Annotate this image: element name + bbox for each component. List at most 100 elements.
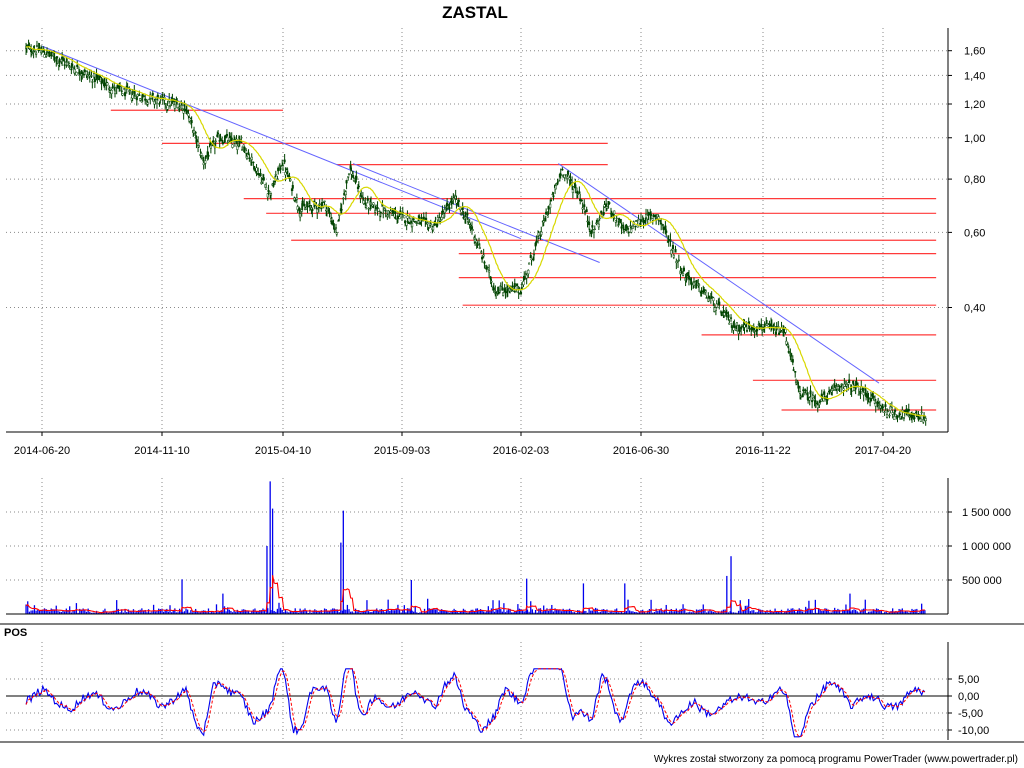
candle-body xyxy=(843,383,846,387)
trend-lines xyxy=(41,45,880,384)
candle-body xyxy=(325,208,329,212)
candle-body xyxy=(195,139,198,143)
candle-body xyxy=(597,223,600,228)
pos-tick-label: 0,00 xyxy=(958,691,979,703)
candle-body xyxy=(134,95,137,99)
candle-body xyxy=(260,182,263,184)
candle-body xyxy=(281,165,285,170)
candle-body xyxy=(108,90,112,93)
candle-body xyxy=(273,180,277,183)
footer-credit: Wykres został stworzony za pomocą progra… xyxy=(654,754,1018,765)
candle-body xyxy=(692,282,696,286)
candle-body xyxy=(226,141,229,144)
candle-body xyxy=(398,216,401,220)
candle-body xyxy=(857,394,860,396)
candle-body xyxy=(544,217,547,222)
candle-body xyxy=(440,217,443,220)
candle-body xyxy=(70,68,73,71)
pos-tick-label: -10,00 xyxy=(958,725,989,737)
candle-body xyxy=(96,75,99,79)
candle-body xyxy=(427,227,430,230)
candle-body xyxy=(289,178,292,181)
candle-body xyxy=(48,54,51,57)
candle-body xyxy=(92,73,96,78)
candle-body xyxy=(630,228,633,233)
candle-body xyxy=(343,193,346,195)
candle-body xyxy=(687,275,691,280)
candle-body xyxy=(559,173,562,176)
price-tick-label: 0,40 xyxy=(964,302,985,314)
candle-body xyxy=(272,183,275,187)
candle-body xyxy=(448,207,451,210)
candle-body xyxy=(588,230,591,232)
candle-body xyxy=(504,291,507,294)
candle-body xyxy=(581,207,584,210)
moving-average-line xyxy=(26,46,926,417)
candle-body xyxy=(647,212,650,216)
candle-body xyxy=(790,353,793,357)
volume-grid xyxy=(6,478,948,614)
candle-body xyxy=(727,314,730,318)
candle-body xyxy=(58,58,61,63)
candle-body xyxy=(482,254,485,257)
candle-body xyxy=(642,220,645,224)
candle-body xyxy=(869,397,872,402)
candle-body xyxy=(53,57,56,60)
candle-body xyxy=(712,297,715,301)
candle-body xyxy=(471,229,474,231)
candle-body xyxy=(367,207,370,210)
candle-body xyxy=(618,218,621,221)
candle-body xyxy=(259,173,262,177)
candle-body xyxy=(197,145,200,148)
candle-body xyxy=(219,138,222,141)
candle-body xyxy=(481,256,484,260)
candle-body xyxy=(425,217,428,221)
candle-body xyxy=(625,224,628,229)
candle-body xyxy=(554,185,557,190)
candle-body xyxy=(627,231,630,233)
candle-body xyxy=(379,211,382,214)
candle-body xyxy=(811,400,814,403)
candle-body xyxy=(603,204,606,208)
candle-body xyxy=(250,156,253,160)
candle-body xyxy=(665,230,668,233)
pos-tick-label: 5,00 xyxy=(958,674,979,686)
candle-body xyxy=(116,84,119,88)
candle-body xyxy=(850,390,853,392)
candle-body xyxy=(294,199,297,202)
candle-body xyxy=(569,179,572,182)
candle-body xyxy=(35,45,39,47)
candle-body xyxy=(136,94,139,97)
candle-body xyxy=(396,215,399,219)
candle-body xyxy=(883,411,886,413)
candle-body xyxy=(498,288,502,292)
candle-body xyxy=(372,202,375,206)
candle-body xyxy=(283,159,286,163)
candle-body xyxy=(56,56,59,59)
candle-body xyxy=(194,132,197,134)
candle-body xyxy=(674,249,677,253)
candle-body xyxy=(574,184,577,189)
candle-body xyxy=(848,379,851,384)
candle-body xyxy=(323,200,326,202)
candle-body xyxy=(265,186,268,190)
candle-body xyxy=(68,66,71,68)
candle-body xyxy=(908,416,911,418)
x-tick-label: 2015-04-10 xyxy=(255,445,311,457)
candle-body xyxy=(394,211,397,214)
candle-body xyxy=(907,409,910,412)
candle-body xyxy=(885,414,889,418)
candle-body xyxy=(634,225,637,228)
candle-body xyxy=(530,258,533,261)
candle-body xyxy=(131,94,134,99)
candle-body xyxy=(740,326,743,330)
candle-body xyxy=(622,231,626,233)
candle-body xyxy=(782,330,785,334)
candle-body xyxy=(155,99,159,104)
candle-body xyxy=(335,232,338,235)
candle-body xyxy=(43,54,46,58)
candle-body xyxy=(549,199,553,202)
candle-body xyxy=(738,329,741,332)
candle-body xyxy=(303,207,307,210)
